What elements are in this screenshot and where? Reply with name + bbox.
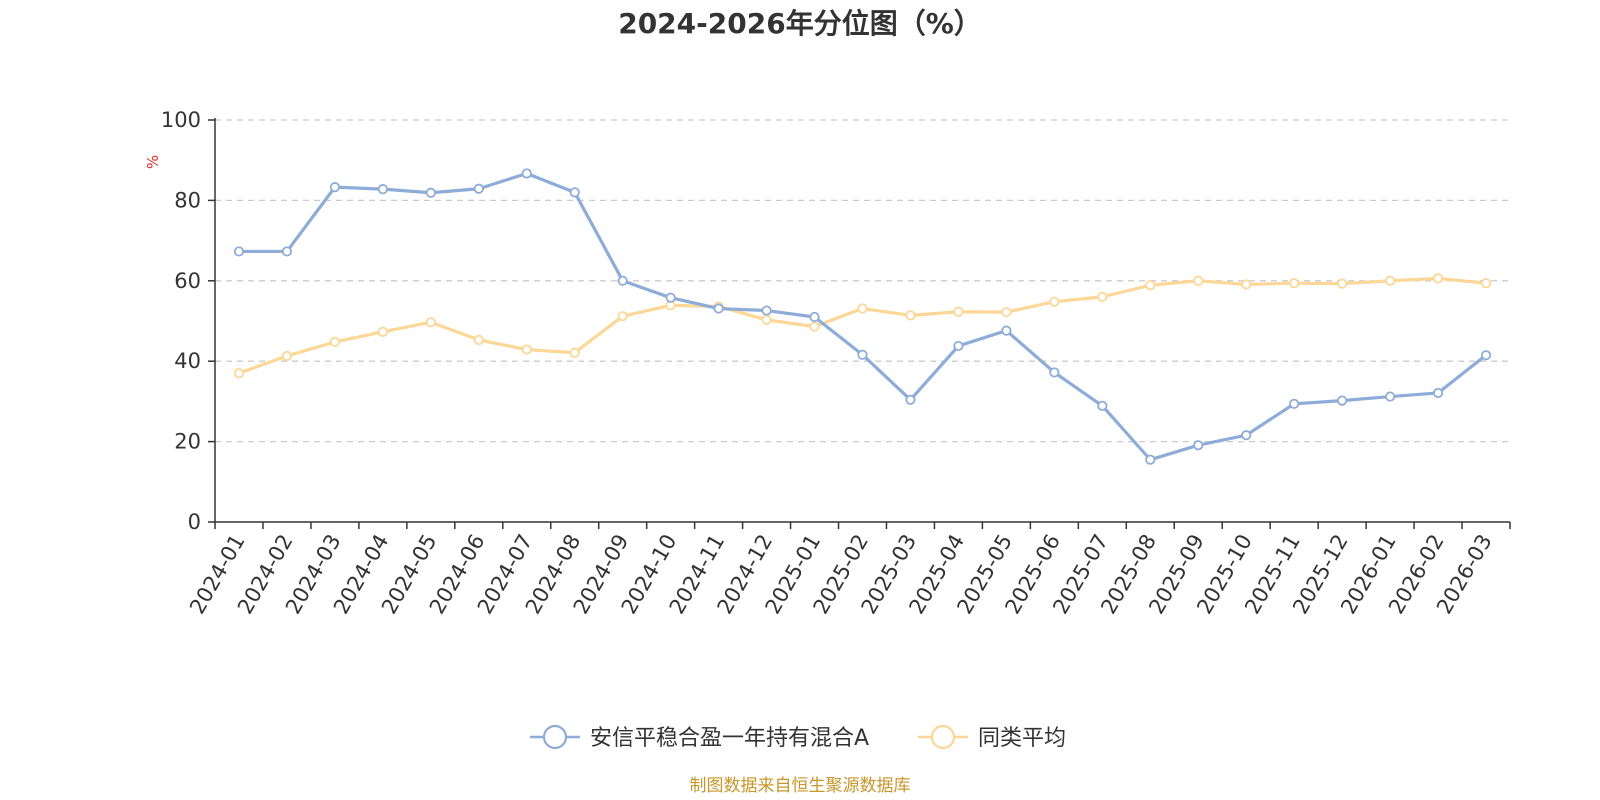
data-point bbox=[1337, 278, 1348, 289]
y-tick-label: 60 bbox=[174, 269, 201, 293]
data-point bbox=[617, 311, 628, 322]
data-point bbox=[1289, 398, 1300, 409]
data-point bbox=[1097, 291, 1108, 302]
data-point bbox=[377, 184, 388, 195]
legend-item-1[interactable]: 同类平均 bbox=[918, 724, 1066, 751]
data-point bbox=[761, 305, 772, 316]
data-point bbox=[905, 310, 916, 321]
data-point bbox=[1001, 325, 1012, 336]
data-point bbox=[1193, 440, 1204, 451]
grid-lines bbox=[215, 119, 1510, 443]
data-point bbox=[473, 183, 484, 194]
data-point bbox=[521, 168, 532, 179]
series-0 bbox=[233, 168, 1492, 465]
data-point bbox=[281, 246, 293, 257]
data-point bbox=[665, 292, 676, 303]
data-point bbox=[953, 306, 964, 317]
data-point bbox=[521, 344, 532, 355]
data-point bbox=[233, 368, 245, 379]
data-point bbox=[953, 340, 964, 352]
y-tick-label: 40 bbox=[174, 349, 201, 373]
data-point bbox=[1145, 280, 1156, 291]
data-point bbox=[905, 394, 916, 405]
data-point bbox=[1145, 454, 1156, 465]
data-point bbox=[617, 275, 628, 286]
axes bbox=[208, 118, 1511, 529]
data-point bbox=[1432, 273, 1444, 284]
series-1 bbox=[233, 273, 1492, 379]
data-point bbox=[569, 347, 580, 358]
data-point bbox=[1384, 275, 1396, 286]
data-point bbox=[1337, 395, 1348, 406]
y-tick-label: 100 bbox=[161, 108, 201, 132]
series-lines bbox=[233, 168, 1492, 465]
data-point bbox=[809, 311, 820, 323]
legend-marker bbox=[930, 724, 956, 750]
data-point bbox=[713, 303, 724, 314]
data-point bbox=[1241, 430, 1252, 441]
y-tick-label: 0 bbox=[188, 510, 201, 534]
data-point bbox=[425, 187, 436, 198]
legend-item-0[interactable]: 安信平稳合盈一年持有混合A bbox=[530, 724, 869, 751]
data-point bbox=[761, 314, 772, 325]
data-point bbox=[857, 349, 868, 360]
data-point bbox=[1049, 367, 1060, 378]
data-point bbox=[473, 334, 484, 345]
legend-label: 同类平均 bbox=[978, 726, 1066, 751]
data-point bbox=[857, 303, 868, 314]
y-tick-labels: 0 20 40 60 80 100 bbox=[161, 108, 201, 534]
data-point bbox=[809, 321, 820, 332]
y-tick-label: 80 bbox=[174, 188, 201, 212]
data-point bbox=[1384, 391, 1396, 402]
data-point bbox=[329, 336, 341, 348]
data-point bbox=[1001, 307, 1012, 318]
legend-marker bbox=[542, 724, 568, 750]
x-tick-labels: 2024-012024-022024-032024-042024-052024-… bbox=[185, 530, 1497, 618]
data-point bbox=[1097, 400, 1108, 411]
data-point bbox=[233, 246, 245, 257]
data-point bbox=[1241, 279, 1252, 290]
data-point bbox=[377, 326, 388, 337]
data-point bbox=[1480, 278, 1492, 289]
legend-label: 安信平稳合盈一年持有混合A bbox=[590, 726, 869, 751]
y-axis-unit-label: % bbox=[144, 155, 162, 169]
data-point bbox=[425, 317, 436, 328]
data-point bbox=[1289, 278, 1300, 289]
series-line bbox=[238, 171, 1488, 462]
data-point bbox=[1049, 296, 1060, 307]
data-point bbox=[1480, 350, 1492, 361]
data-point bbox=[1432, 387, 1444, 399]
data-source-note: 制图数据来自恒生聚源数据库 bbox=[690, 776, 911, 796]
y-tick-label: 20 bbox=[174, 430, 201, 454]
legend[interactable]: 安信平稳合盈一年持有混合A 同类平均 bbox=[530, 724, 1066, 751]
data-point bbox=[281, 350, 293, 362]
data-point bbox=[569, 187, 580, 198]
data-point bbox=[329, 182, 341, 193]
chart-title: 2024-2026年分位图（%） bbox=[618, 7, 982, 40]
data-point bbox=[1193, 275, 1204, 286]
